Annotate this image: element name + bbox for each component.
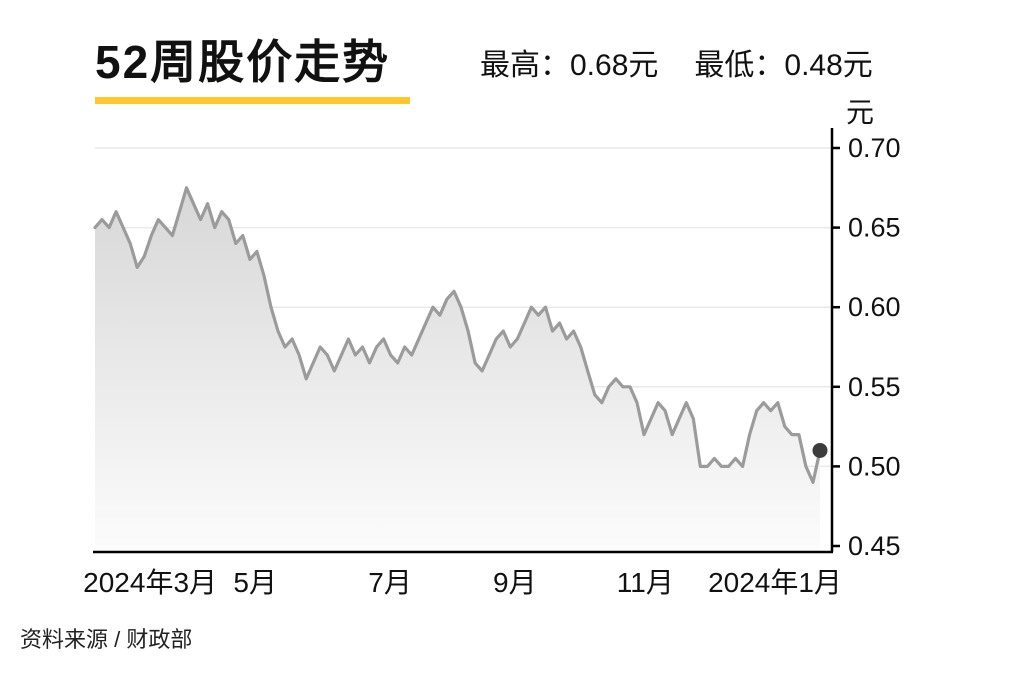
- y-tick-label: 0.70: [848, 133, 901, 163]
- stat-low: 最低：0.48元: [694, 49, 873, 82]
- x-tick-label: 2024年3月: [83, 567, 217, 598]
- y-tick-label: 0.65: [848, 213, 901, 243]
- y-axis-unit-label: 元: [846, 97, 874, 128]
- title-accent-underline: [95, 97, 410, 104]
- page-title: 52周股价走势: [95, 36, 391, 88]
- y-tick-label: 0.50: [848, 451, 901, 481]
- title-block: 52周股价走势: [95, 26, 410, 104]
- y-tick-label: 0.55: [848, 372, 901, 402]
- x-tick-label: 9月: [493, 567, 537, 598]
- y-tick-label: 0.45: [848, 531, 901, 561]
- latest-price-dot: [812, 442, 828, 458]
- stat-high: 最高：0.68元: [480, 49, 659, 82]
- price-area: [95, 187, 820, 553]
- x-tick-label: 2024年1月: [708, 567, 842, 598]
- x-tick-label: 11月: [617, 567, 674, 598]
- source-note: 资料来源 / 财政部: [20, 627, 193, 652]
- price-range-stats: 最高：0.68元 最低：0.48元: [480, 40, 873, 84]
- x-tick-label: 5月: [233, 567, 277, 598]
- x-tick-label: 7月: [368, 567, 412, 598]
- price-line: [93, 186, 822, 484]
- y-tick-label: 0.60: [848, 292, 901, 322]
